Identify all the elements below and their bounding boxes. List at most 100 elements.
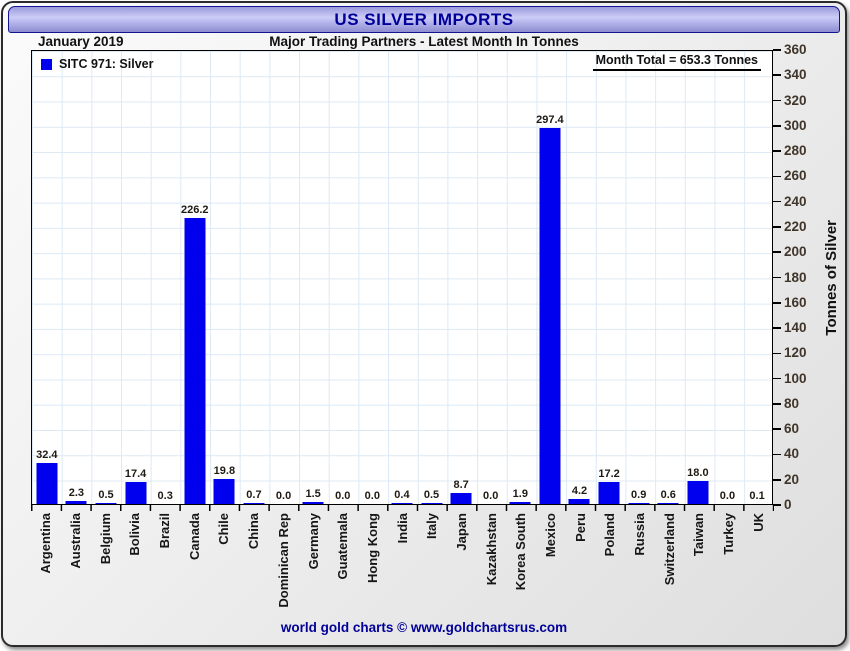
- y-axis-tick: [773, 74, 781, 77]
- subheader: January 2019 Major Trading Partners - La…: [3, 34, 845, 51]
- legend-label: SITC 971: Silver: [59, 57, 154, 71]
- bar-value-label: 0.7: [246, 489, 262, 501]
- bar-slot: 0.5: [91, 51, 121, 504]
- bar-slot: 8.7: [446, 51, 476, 504]
- y-axis-tick: [773, 428, 781, 430]
- plot-area: 32.4 2.3 0.5 17.4 0.3 226.2 19.8 0.7 0.0 1.5 0.0 0.…: [31, 50, 773, 505]
- bar: [36, 463, 58, 504]
- bar: [184, 218, 206, 504]
- bar-value-label: 8.7: [453, 479, 469, 491]
- y-axis-tick-label: 140: [784, 320, 807, 336]
- bar-slot: 19.8: [210, 51, 240, 504]
- x-axis-labels: Argentina Australia Belgium Bolivia Brazil Ca…: [31, 513, 773, 633]
- bar-value-label: 0.9: [631, 489, 647, 501]
- y-axis-tick-label: 240: [784, 193, 807, 209]
- bar: [509, 502, 531, 504]
- x-axis-category-label: Belgium: [97, 513, 113, 565]
- y-axis-tick: [773, 99, 781, 102]
- page-title: US SILVER IMPORTS: [334, 9, 514, 29]
- y-axis-tick-label: 300: [784, 117, 807, 133]
- bar: [125, 482, 147, 504]
- bar-value-label: 0.0: [364, 490, 380, 502]
- y-axis-tick: [773, 226, 781, 228]
- bar-slot: 0.1: [742, 51, 772, 504]
- y-axis-tick-label: 260: [784, 168, 807, 184]
- bar: [450, 493, 472, 504]
- y-axis-ticks: [773, 49, 781, 507]
- bar-value-label: 0.3: [157, 490, 173, 502]
- bar: [568, 499, 590, 504]
- y-axis-tick-label: 100: [784, 370, 807, 386]
- y-axis-tick: [773, 200, 781, 203]
- y-axis-tick-label: 360: [784, 42, 807, 57]
- x-axis-category-label: China: [246, 513, 262, 550]
- bar-slot: 17.4: [121, 51, 151, 504]
- bar: [421, 503, 443, 504]
- bar-value-label: 297.4: [536, 114, 564, 126]
- y-axis-labels: 0 20 40 60 80 100 120 140 160 180 200 220 240 260 280 3…: [784, 42, 824, 512]
- y-axis-tick: [773, 478, 781, 481]
- x-axis-category-label: UK: [750, 513, 766, 532]
- bar-value-label: 0.0: [719, 490, 736, 502]
- bar-slot: 0.9: [624, 51, 654, 504]
- bar: [95, 503, 117, 504]
- bar-value-label: 17.2: [598, 468, 620, 480]
- bar-value-label: 1.9: [512, 488, 528, 500]
- x-axis-category-label: Russia: [632, 513, 648, 556]
- x-axis-category-label: Peru: [572, 513, 588, 542]
- x-axis-category-label: Australia: [68, 513, 84, 569]
- footer-credit: world gold charts © www.goldchartsrus.co…: [280, 620, 568, 635]
- y-axis-tick-label: 180: [784, 269, 807, 285]
- bar-slot: 0.0: [713, 51, 743, 504]
- bar-value-label: 0.5: [98, 489, 114, 501]
- bar-value-label: 226.2: [181, 204, 209, 216]
- bar-slot: 297.4: [535, 51, 565, 504]
- x-axis-category-label: Mexico: [543, 513, 559, 558]
- legend: SITC 971: Silver: [41, 57, 154, 71]
- x-axis-category-label: Canada: [186, 513, 202, 560]
- y-axis-tick-label: 120: [784, 345, 807, 361]
- y-axis-tick-label: 220: [784, 218, 807, 234]
- bar-value-label: 2.3: [68, 487, 85, 499]
- bar-slot: 2.3: [62, 51, 92, 504]
- x-axis-category-label: Germany: [305, 513, 321, 570]
- y-axis-tick-label: 280: [784, 143, 807, 159]
- bar-slot: 0.0: [476, 51, 506, 504]
- bar-series: 32.4 2.3 0.5 17.4 0.3 226.2 19.8 0.7 0.0 1.5 0.0 0.…: [32, 51, 772, 504]
- bar: [687, 481, 709, 504]
- bar-slot: 0.5: [417, 51, 447, 504]
- bar-value-label: 0.0: [483, 490, 499, 502]
- bar: [657, 503, 679, 504]
- bar-value-label: 32.4: [36, 449, 58, 461]
- bar: [628, 503, 650, 504]
- bar-value-label: 0.0: [335, 490, 351, 502]
- x-axis-category-label: Guatemala: [335, 513, 351, 580]
- x-axis-category-label: Dominican Rep: [275, 513, 291, 608]
- bar-slot: 0.0: [269, 51, 299, 504]
- y-axis-tick-label: 200: [784, 244, 807, 260]
- y-axis-tick-label: 340: [784, 67, 807, 83]
- bar: [391, 503, 413, 504]
- x-axis-ticks: [31, 505, 774, 511]
- bar-slot: 1.9: [506, 51, 536, 504]
- bar: [65, 501, 87, 504]
- bar-value-label: 17.4: [124, 468, 147, 480]
- bar-slot: 0.0: [358, 51, 388, 504]
- bar-value-label: 19.8: [213, 465, 236, 477]
- bar: [213, 479, 235, 504]
- chart-subtitle: Major Trading Partners - Latest Month In…: [269, 34, 579, 49]
- bar: [598, 482, 620, 504]
- bar-slot: 226.2: [180, 51, 210, 504]
- x-axis-category-label: Kazakhstan: [483, 513, 499, 586]
- y-axis-tick: [773, 352, 781, 355]
- bar-slot: 0.3: [150, 51, 180, 504]
- y-axis-tick: [773, 301, 781, 304]
- y-axis-tick: [773, 403, 781, 405]
- bar-value-label: 18.0: [687, 467, 709, 479]
- bar: [539, 128, 561, 504]
- y-axis-tick-label: 40: [784, 446, 800, 462]
- x-axis-category-label: Bolivia: [127, 513, 143, 556]
- bar-value-label: 0.0: [275, 490, 292, 502]
- bar-slot: 4.2: [565, 51, 595, 504]
- y-axis-tick: [773, 327, 781, 329]
